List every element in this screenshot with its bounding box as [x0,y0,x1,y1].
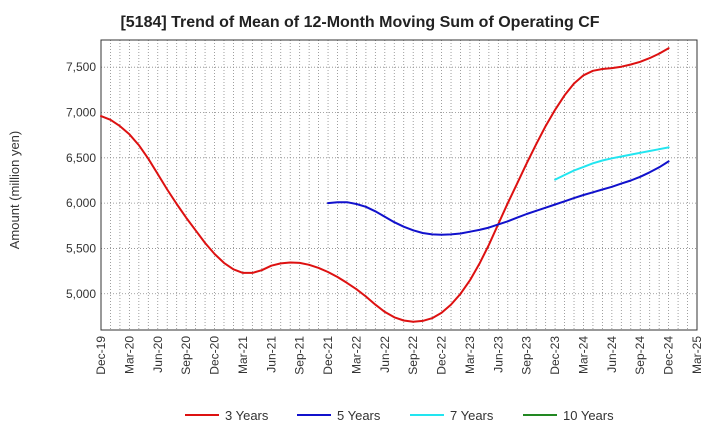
y-tick-label: 6,500 [66,151,96,165]
legend: 3 Years 5 Years 7 Years 10 Years [185,408,614,423]
series-line-3 [554,146,670,181]
x-tick-label: Jun-24 [605,336,619,373]
x-tick-label: Dec-22 [435,336,449,375]
x-tick-label: Dec-21 [321,336,335,375]
y-axis-label: Amount (million yen) [7,131,22,250]
legend-label: 7 Years [450,408,494,423]
x-tick-label: Mar-21 [236,336,250,374]
series-line-2 [327,160,670,236]
x-tick-label: Mar-24 [576,336,590,374]
x-tick-label: Sep-24 [633,336,647,375]
x-tick-label: Sep-23 [520,336,534,375]
y-tick-label: 7,500 [66,60,96,74]
y-tick-label: 5,000 [66,287,96,301]
x-tick-label: Jun-23 [491,336,505,373]
legend-label: 5 Years [337,408,381,423]
series-line-1 [100,47,670,323]
x-tick-label: Mar-20 [122,336,136,374]
x-tick-label: Jun-22 [378,336,392,373]
y-tick-label: 7,000 [66,106,96,120]
x-tick-label: Dec-23 [548,336,562,375]
x-tick-label: Dec-24 [662,336,676,375]
chart-title: [5184] Trend of Mean of 12-Month Moving … [120,14,599,31]
x-tick-label: Jun-21 [264,336,278,373]
y-axis-ticks: 5,000 5,500 6,000 6,500 7,000 7,500 [66,60,96,301]
x-tick-label: Jun-20 [151,336,165,373]
y-tick-label: 5,500 [66,241,96,255]
x-tick-label: Mar-22 [349,336,363,374]
x-tick-label: Mar-23 [463,336,477,374]
x-tick-label: Sep-22 [406,336,420,375]
x-tick-label: Dec-20 [208,336,222,375]
series-lines [100,47,670,323]
legend-label: 10 Years [563,408,614,423]
x-tick-label: Mar-25 [690,336,704,374]
legend-label: 3 Years [225,408,269,423]
plot-frame [100,39,698,331]
x-tick-label: Dec-19 [94,336,108,375]
x-tick-label: Sep-21 [293,336,307,375]
x-tick-label: Sep-20 [179,336,193,375]
x-axis-ticks: Dec-19 Mar-20 Jun-20 Sep-20 Dec-20 Mar-21 Jun-… [94,336,704,375]
grid-lines [101,40,697,330]
y-tick-label: 6,000 [66,196,96,210]
